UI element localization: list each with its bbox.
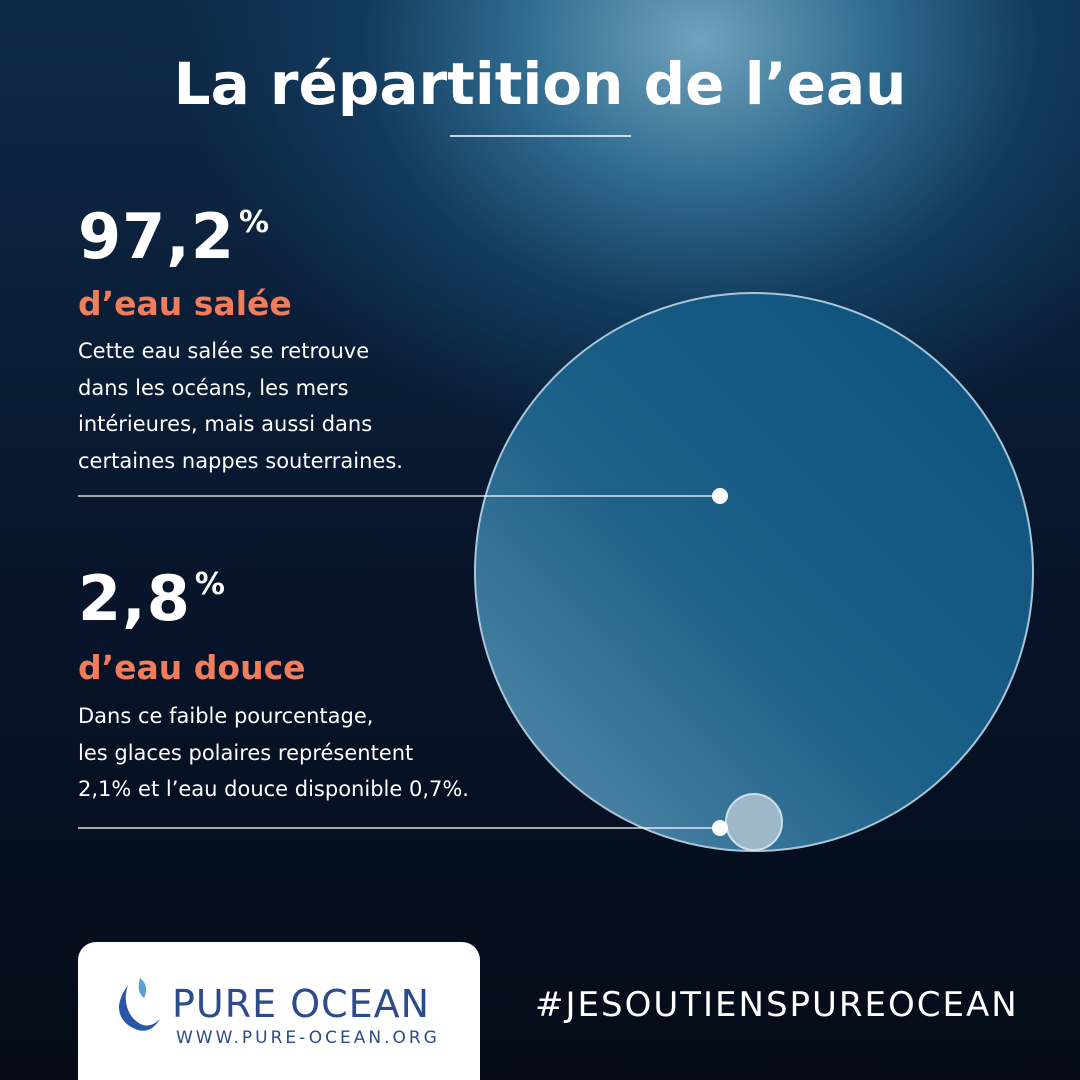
stat-value: 2,8 <box>78 562 191 635</box>
pointer-dot <box>712 488 728 504</box>
stat-description: Cette eau salée se retrouve dans les océ… <box>78 333 403 479</box>
logo-card <box>78 942 480 1080</box>
line: Cette eau salée se retrouve <box>78 339 370 363</box>
logo-drop <box>138 978 147 998</box>
brand: PURE OCEAN <box>172 982 431 1026</box>
stat-unit: % <box>238 205 270 240</box>
stat-unit: % <box>194 567 225 602</box>
line: 2,1% et l’eau douce disponible 0,7%. <box>78 777 469 801</box>
pointer-dot <box>712 820 728 836</box>
brand-url[interactable]: WWW.PURE-OCEAN.ORG <box>176 1028 440 1048</box>
line: les glaces polaires représentent <box>78 740 414 765</box>
fresh-water-circle <box>725 793 783 851</box>
line: dans les océans, les mers <box>78 375 349 400</box>
logo-wave <box>119 985 160 1031</box>
stat-description: Dans ce faible pourcentage, les glaces p… <box>78 698 469 808</box>
line: intérieures, mais aussi dans <box>78 412 373 436</box>
salt-water-circle <box>474 292 1034 852</box>
stat-figure: 2,8% <box>78 562 225 635</box>
title: La répartition de l’eau <box>173 50 907 118</box>
stat-label: d’eau douce <box>78 648 306 687</box>
line: certaines nappes souterraines. <box>78 448 403 473</box>
stat-value: 97,2 <box>78 200 235 273</box>
hashtag: #JESOUTIENSPUREOCEAN <box>535 985 1019 1025</box>
stat-figure: 97,2% <box>78 200 269 273</box>
line: Dans ce faible pourcentage, <box>78 704 374 728</box>
stat-label: d’eau salée <box>78 284 292 323</box>
